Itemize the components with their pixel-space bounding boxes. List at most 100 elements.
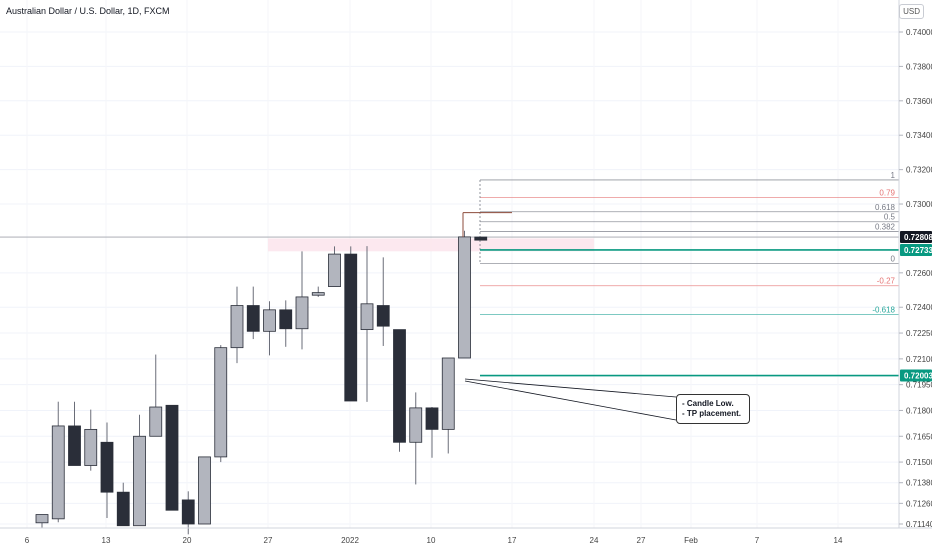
candle[interactable] <box>246 286 260 340</box>
time-tick-label: 7 <box>755 536 760 545</box>
candle-body <box>458 236 471 359</box>
candle-body <box>84 428 98 466</box>
candle-body <box>295 296 309 330</box>
candle-body <box>165 404 179 511</box>
candle[interactable] <box>116 482 130 527</box>
annotation-callout[interactable]: - Candle Low. - TP placement. <box>676 394 750 424</box>
candle-body <box>214 347 228 458</box>
candle[interactable] <box>360 246 374 402</box>
candle[interactable] <box>181 491 195 535</box>
candle[interactable] <box>149 354 163 437</box>
candle-body <box>68 425 81 466</box>
candle-body <box>51 425 65 520</box>
candle-body <box>441 357 455 430</box>
price-tick-label: 0.71140 <box>906 520 932 529</box>
time-tick-label: 14 <box>834 536 843 545</box>
horizontal-lines <box>0 236 899 377</box>
candle-body <box>198 456 211 525</box>
candle[interactable] <box>263 301 276 356</box>
candle-body <box>116 491 130 527</box>
chart-title: Australian Dollar / U.S. Dollar, 1D, FXC… <box>6 6 170 16</box>
candle-body <box>230 305 244 349</box>
candle[interactable] <box>458 230 471 359</box>
candle[interactable] <box>344 246 358 402</box>
candle[interactable] <box>51 401 65 523</box>
candle[interactable] <box>133 414 146 527</box>
price-label-text: 0.72003 <box>904 372 932 381</box>
time-axis: 6 13 20 27 2022 10 17 24 27 Feb 7 14 <box>25 536 843 545</box>
candles <box>35 230 488 535</box>
fib-label: 0.618 <box>875 203 896 212</box>
price-label-2[interactable]: 0.72003 <box>900 369 932 382</box>
candle[interactable] <box>68 401 81 466</box>
candle-body <box>344 253 358 402</box>
supply-zone[interactable] <box>268 238 594 252</box>
time-tick-label: 17 <box>508 536 517 545</box>
callout-pointer-2 <box>464 380 677 421</box>
candle-body <box>474 236 488 241</box>
time-tick-label: 6 <box>25 536 30 545</box>
fib-label: 1 <box>891 171 896 180</box>
drawings <box>462 212 677 421</box>
time-tick-label: 27 <box>264 536 273 545</box>
currency-button[interactable]: USD <box>899 4 924 19</box>
candle[interactable] <box>474 236 488 241</box>
fib-label: 0.382 <box>875 223 896 232</box>
price-label-bg <box>900 231 932 244</box>
candle-body <box>409 407 423 443</box>
candle[interactable] <box>230 286 244 364</box>
annotation-line-2: - TP placement. <box>682 409 741 418</box>
annotation-line-1: - Candle Low. <box>682 399 734 408</box>
candle[interactable] <box>84 409 98 471</box>
candle[interactable] <box>279 300 293 347</box>
candle[interactable] <box>165 404 179 511</box>
candle[interactable] <box>295 251 309 350</box>
candle[interactable] <box>376 257 390 346</box>
candle-body <box>263 309 276 332</box>
candle[interactable] <box>425 407 439 458</box>
price-labels: 0.72808 0.72733 0.72003 <box>900 231 932 382</box>
candle[interactable] <box>393 329 406 452</box>
candle-body <box>425 407 439 430</box>
time-tick-label: Feb <box>684 536 698 545</box>
price-label-bg <box>900 369 932 382</box>
candle[interactable] <box>35 514 49 528</box>
candle-body <box>181 499 195 525</box>
fib-label: 0.5 <box>884 213 896 222</box>
candle-body <box>149 406 163 437</box>
fib-label: 0 <box>891 254 896 263</box>
candle[interactable] <box>441 357 455 454</box>
candle[interactable] <box>198 456 211 525</box>
candle-body <box>133 435 146 527</box>
candle[interactable] <box>328 246 341 288</box>
fib-label: -0.27 <box>877 277 896 286</box>
candle[interactable] <box>409 392 423 485</box>
price-label-0[interactable]: 0.72808 <box>900 231 932 244</box>
price-label-text: 0.72808 <box>904 233 932 242</box>
candle-body <box>100 441 114 493</box>
candle-body <box>35 514 49 524</box>
time-tick-label: 10 <box>427 536 436 545</box>
candle-body <box>360 303 374 331</box>
candle[interactable] <box>311 286 325 297</box>
price-label-1[interactable]: 0.72733 <box>900 243 932 256</box>
time-tick-label: 2022 <box>341 536 359 545</box>
time-tick-label: 20 <box>183 536 192 545</box>
candle[interactable] <box>214 345 228 463</box>
candle-body <box>328 253 341 288</box>
candle[interactable] <box>100 422 114 518</box>
